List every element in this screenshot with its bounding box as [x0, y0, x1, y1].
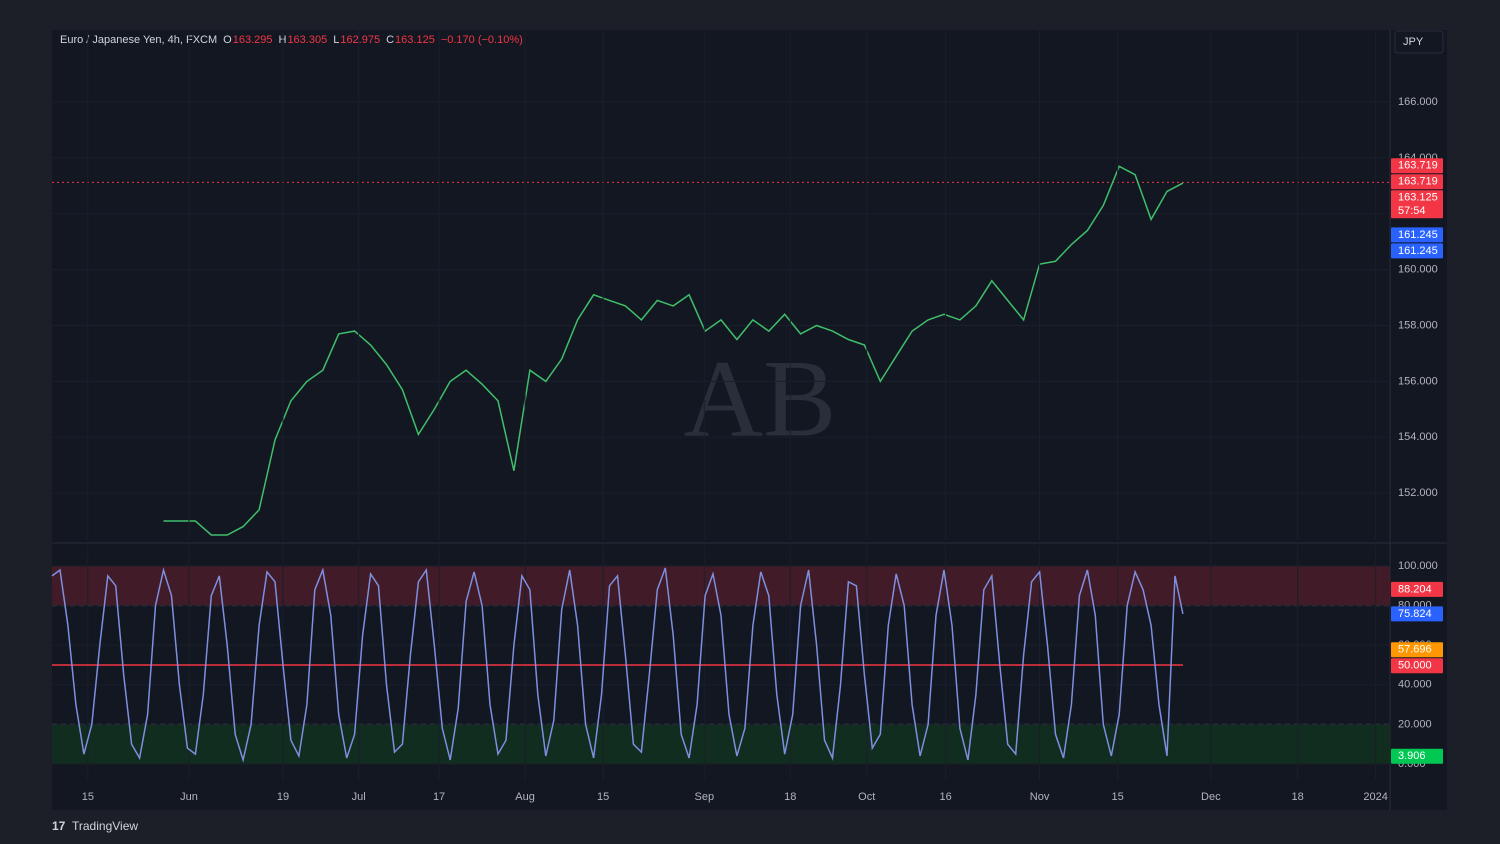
ohlc-key: C: [386, 34, 394, 46]
ohlc-value: 163.305: [287, 34, 327, 46]
y-tick-label: 40.000: [1398, 679, 1432, 691]
y-tick-label: 100.000: [1398, 560, 1438, 572]
ohlc-key: O: [223, 34, 232, 46]
price-badge: [1391, 606, 1443, 622]
price-badge: [1391, 581, 1443, 597]
y-tick-label: 158.000: [1398, 319, 1438, 331]
y-tick-label: 156.000: [1398, 375, 1438, 387]
y-tick-label: 160.000: [1398, 264, 1438, 276]
price-badge-label: 3.906: [1398, 750, 1426, 762]
x-tick-label: 17: [433, 791, 445, 803]
band: [52, 724, 1390, 764]
currency[interactable]: JPY: [1403, 36, 1424, 48]
band: [52, 565, 1390, 606]
ohlc: O 163.295 H 163.305 L 162.975 C 163.125: [223, 34, 435, 46]
price-badge-label: 163.719: [1398, 160, 1438, 172]
price-badge: [1391, 748, 1443, 764]
y-tick-label: 152.000: [1398, 487, 1438, 499]
price-badge-label: 161.245: [1398, 229, 1438, 241]
price-badge-label: 163.125: [1398, 192, 1438, 204]
series-line: [163, 165, 1184, 536]
x-tick-label: Sep: [694, 791, 714, 803]
currency-button[interactable]: [1394, 30, 1444, 54]
watermark: AB: [684, 337, 837, 459]
price-badge: [1391, 243, 1443, 259]
price-badge-label: 163.719: [1398, 176, 1438, 188]
series-line: [51, 567, 1184, 763]
y-tick-label: 154.000: [1398, 431, 1438, 443]
x-tick-label: Aug: [515, 791, 535, 803]
change: −0.170 (−0.10%): [441, 34, 523, 46]
x-tick-label: Nov: [1030, 791, 1050, 803]
x-tick-label: 15: [82, 791, 94, 803]
price-badge-label: 75.824: [1398, 608, 1432, 620]
price-badge-label: 57.696: [1398, 644, 1432, 656]
symbol: Euro / Japanese Yen, 4h, FXCM: [60, 34, 217, 46]
x-tick-label: Jul: [352, 791, 366, 803]
countdown: 57:54: [1398, 205, 1426, 217]
price-badge: [1391, 174, 1443, 190]
price-badge: [1391, 642, 1443, 658]
x-tick-label: 16: [939, 791, 951, 803]
x-tick-label: Oct: [858, 791, 875, 803]
brand: TradingView: [72, 819, 138, 833]
ohlc-value: 162.975: [340, 34, 380, 46]
price-badge: [1391, 227, 1443, 243]
price-badge-label: 88.204: [1398, 583, 1432, 595]
x-tick-label: Jun: [180, 791, 198, 803]
price-badge: [1391, 190, 1443, 219]
x-tick-label: 2024: [1363, 791, 1387, 803]
x-tick-label: 15: [597, 791, 609, 803]
x-tick-label: Dec: [1201, 791, 1221, 803]
x-tick-label: 15: [1111, 791, 1123, 803]
x-tick-label: 19: [277, 791, 289, 803]
price-badge-label: 50.000: [1398, 660, 1432, 672]
y-tick-label: 20.000: [1398, 718, 1432, 730]
brand-logo: 17: [52, 819, 66, 833]
y-tick-label: 166.000: [1398, 96, 1438, 108]
x-tick-label: 18: [784, 791, 796, 803]
ohlc-value: 163.295: [233, 34, 273, 46]
price-badge: [1391, 158, 1443, 174]
ohlc-key: L: [333, 34, 339, 46]
x-tick-label: 18: [1291, 791, 1303, 803]
price-badge: [1391, 658, 1443, 674]
ohlc-value: 163.125: [395, 34, 435, 46]
price-badge-label: 161.245: [1398, 245, 1438, 257]
